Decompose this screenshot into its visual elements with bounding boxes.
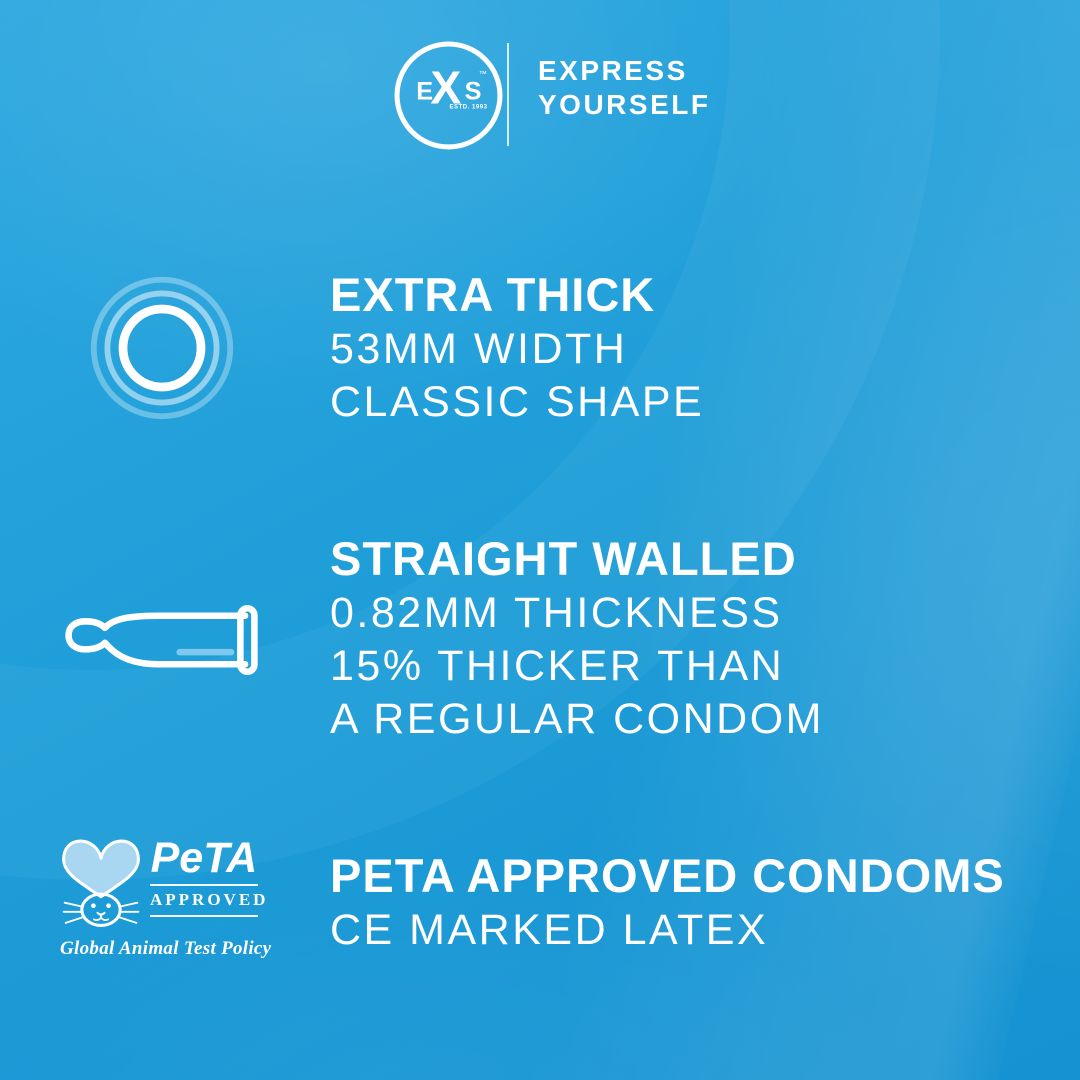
exs-logo-letter-e: E <box>416 78 433 106</box>
exs-logo-letter-s: S <box>465 78 482 106</box>
feature-line: 53MM WIDTH <box>330 325 628 373</box>
trademark-symbol: ™ <box>479 69 487 78</box>
peta-rule-top <box>150 884 258 886</box>
brand-tagline: EXPRESS YOURSELF <box>538 54 710 122</box>
condom-icon <box>65 604 258 676</box>
feature-line: 0.82MM THICKNESS <box>330 589 783 637</box>
feature-heading: EXTRA THICK <box>330 268 656 321</box>
peta-rule-bottom <box>150 915 258 917</box>
peta-heart-bunny-icon <box>62 839 140 927</box>
feature-peta-approved: PETA APPROVED CONDOMS CE MARKED LATEX <box>330 847 1005 957</box>
exs-logo-estd: ESTD. 1993 <box>450 105 488 111</box>
feature-line: CE MARKED LATEX <box>330 906 769 954</box>
peta-approved-label: APPROVED <box>150 890 269 909</box>
exs-logo-letter-x: X <box>430 62 461 114</box>
feature-extra-thick: EXTRA THICK 53MM WIDTH CLASSIC SHAPE <box>330 266 704 429</box>
tagline-line-2: YOURSELF <box>538 89 711 120</box>
feature-heading: STRAIGHT WALLED <box>330 532 797 585</box>
feature-line: 15% THICKER THAN <box>330 642 785 690</box>
feature-line: A REGULAR CONDOM <box>330 695 824 743</box>
peta-policy-text: Global Animal Test Policy <box>60 938 272 959</box>
peta-wordmark-column: PeTA APPROVED <box>150 834 269 922</box>
concentric-circles-icon <box>90 276 234 420</box>
tagline-line-1: EXPRESS <box>538 55 688 86</box>
feature-straight-walled: STRAIGHT WALLED 0.82MM THICKNESS 15% THI… <box>330 530 824 746</box>
feature-line: CLASSIC SHAPE <box>330 378 705 426</box>
peta-wordmark: PeTA <box>150 834 258 882</box>
exs-logo-icon: E X S ™ ESTD. 1993 <box>394 41 503 150</box>
feature-heading: PETA APPROVED CONDOMS <box>330 849 1005 902</box>
peta-badge-top: PeTA APPROVED <box>60 834 269 932</box>
header-divider <box>507 43 509 146</box>
peta-approved-badge: PeTA APPROVED Global Animal Test Policy <box>60 834 272 960</box>
